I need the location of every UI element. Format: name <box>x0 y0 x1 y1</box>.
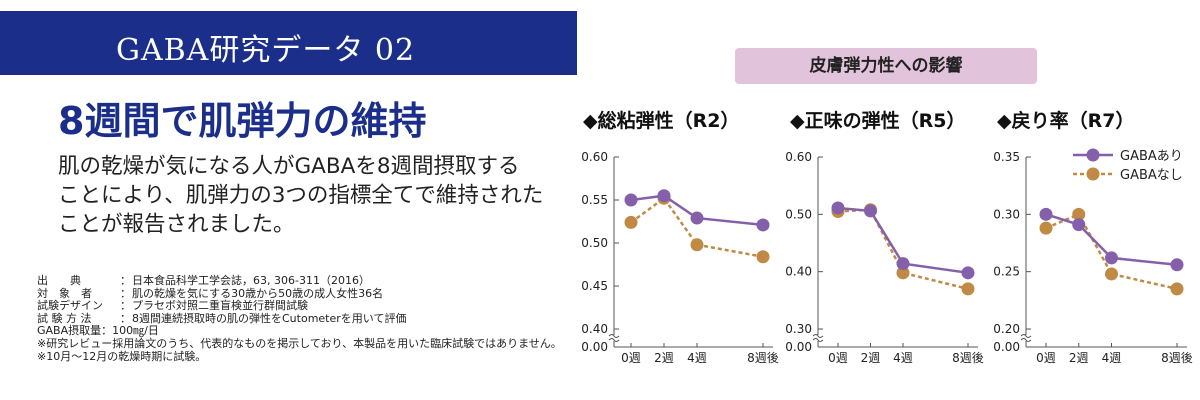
axis-break-icon <box>1020 334 1032 342</box>
y-tick-label: 0.40 <box>785 265 812 279</box>
banner-title: GABA研究データ 02 <box>116 33 416 68</box>
description-line: ことが報告されました。 <box>58 212 295 237</box>
data-point-gaba <box>1039 207 1053 221</box>
chart-title-r5: ◆正味の弾性（R5） <box>790 110 966 132</box>
data-point-gaba <box>690 211 704 225</box>
chart-title-r2: ◆総粘弾性（R2） <box>583 110 740 132</box>
description-line: ことにより、肌弾力の3つの指標全てで維持された <box>58 183 544 208</box>
data-point-gaba <box>1105 251 1118 265</box>
data-point-placebo <box>1170 282 1184 296</box>
note-row-design: 試験デザイン ：プラセボ対照二重盲検並行群間試験 <box>37 299 308 313</box>
y-tick-label: 0.40 <box>581 322 608 336</box>
x-tick-label: 0週 <box>828 351 848 365</box>
x-tick-label: 8週後 <box>952 351 984 365</box>
description: 肌の乾燥が気になる人がGABAを8週間摂取する ことにより、肌弾力の3つの指標全… <box>58 152 558 239</box>
note-row-method: 試 験 方 法：8週間連続摂取時の肌の弾性をCutometerを用いて評価 <box>37 311 407 325</box>
x-tick-label: 2週 <box>654 351 674 365</box>
y-tick-label: 0.30 <box>993 207 1020 221</box>
y-tick-label: 0.45 <box>581 279 608 293</box>
data-point-gaba <box>756 218 770 232</box>
x-tick-label: 4週 <box>687 351 707 365</box>
note-disclaimer: ※研究レビュー採用論文のうち、代表的なものを掲示しており、本製品を用いた臨床試験… <box>37 336 562 350</box>
data-point-gaba <box>657 189 671 203</box>
data-point-gaba <box>1072 218 1086 232</box>
legend-label-placebo: GABAなし <box>1120 168 1183 183</box>
data-point-placebo <box>756 250 770 264</box>
data-point-gaba <box>864 204 877 218</box>
description-line: 肌の乾燥が気になる人がGABAを8週間摂取する <box>58 154 520 179</box>
data-point-gaba <box>1170 258 1184 272</box>
y-tick-label: 0.60 <box>581 150 608 164</box>
y-tick-label: 0.50 <box>581 236 608 250</box>
y-tick-label: 0.00 <box>785 340 812 354</box>
y-tick-label: 0.25 <box>993 265 1020 279</box>
x-tick-label: 4週 <box>893 351 913 365</box>
y-tick-label: 0.35 <box>993 150 1020 164</box>
data-point-gaba <box>624 193 638 207</box>
x-tick-label: 0週 <box>1036 351 1056 365</box>
section-title: 皮膚弾力性への影響 <box>735 48 1037 84</box>
data-point-placebo <box>1039 221 1053 235</box>
note-row-source: 出 典：日本食品科学工学会誌，63, 306-311（2016） <box>37 274 370 287</box>
x-tick-label: 8週後 <box>1161 351 1193 365</box>
series-line-gaba <box>630 194 764 227</box>
series-line-gaba <box>837 206 969 275</box>
x-tick-label: 4週 <box>1102 351 1122 365</box>
series-line-gaba <box>1045 213 1178 267</box>
axis-break-icon <box>812 334 824 342</box>
chart-title-r7: ◆戻り率（R7） <box>997 110 1135 132</box>
legend-marker-gaba <box>1086 148 1100 162</box>
y-tick-label: 0.00 <box>581 340 608 354</box>
axis-break-icon <box>608 334 620 342</box>
y-tick-label: 0.30 <box>785 322 812 336</box>
data-point-placebo <box>961 282 975 296</box>
data-point-placebo <box>624 215 638 229</box>
y-tick-label: 0.50 <box>785 207 812 221</box>
data-point-placebo <box>1072 207 1086 221</box>
data-point-gaba <box>896 257 910 271</box>
y-tick-label: 0.60 <box>785 150 812 164</box>
study-notes: 出 典：日本食品科学工学会誌，63, 306-311（2016） 対 象 者：肌… <box>37 274 562 363</box>
data-point-placebo <box>896 266 910 280</box>
note-season: ※10月～12月の乾燥時期に試験。 <box>37 349 207 363</box>
x-tick-label: 2週 <box>861 351 881 365</box>
legend-label-gaba: GABAあり <box>1120 149 1183 164</box>
x-tick-label: 0週 <box>621 351 641 365</box>
data-point-placebo <box>690 238 704 252</box>
y-tick-label: 0.00 <box>993 340 1020 354</box>
series-line-placebo <box>1045 212 1178 291</box>
note-dose: GABA摂取量：100㎎/日 <box>37 324 159 338</box>
title-banner: GABA研究データ 02 <box>0 11 577 75</box>
legend-marker-placebo <box>1086 167 1100 181</box>
y-tick-label: 0.55 <box>581 193 608 207</box>
note-row-subjects: 対 象 者：肌の乾燥を気にする30歳から50歳の成人女性36名 <box>37 286 384 300</box>
data-point-placebo <box>1105 267 1118 281</box>
x-tick-label: 2週 <box>1069 351 1089 365</box>
x-tick-label: 8週後 <box>747 351 779 365</box>
data-point-gaba <box>831 201 845 215</box>
y-tick-label: 0.20 <box>993 322 1020 336</box>
headline: 8週間で肌弾力の維持 <box>58 99 427 143</box>
data-point-gaba <box>961 266 975 280</box>
